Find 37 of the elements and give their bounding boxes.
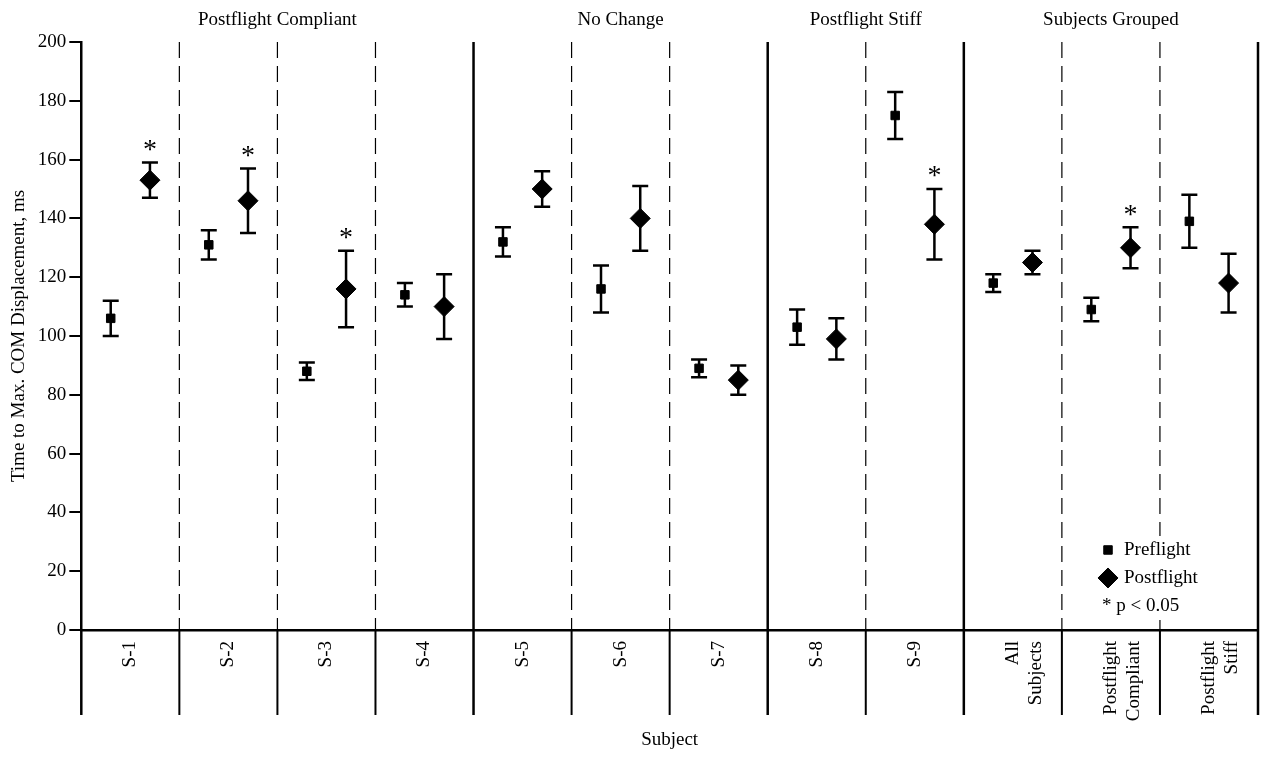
x-tick-label: Postflight Compliant bbox=[1098, 640, 1143, 722]
y-tick-label: 180 bbox=[37, 88, 67, 110]
x-tick-label: S-4 bbox=[412, 640, 434, 668]
x-tick-label: S-7 bbox=[706, 640, 728, 668]
data-label: * bbox=[241, 138, 255, 170]
x-tick-label: S-1 bbox=[118, 640, 140, 668]
y-tick-label: 80 bbox=[47, 382, 67, 404]
annotation: * p < 0.05 bbox=[1102, 593, 1180, 615]
text: No Change bbox=[577, 8, 664, 30]
legend-label: Postflight bbox=[1124, 565, 1199, 587]
y-tick-label: 160 bbox=[37, 147, 67, 169]
x-tick-label: S-9 bbox=[902, 640, 924, 668]
x-tick-label: S-5 bbox=[510, 640, 532, 668]
x-tick-label: All Subjects bbox=[1000, 640, 1045, 706]
x-tick-label: S-6 bbox=[608, 640, 630, 668]
x-tick-label: S-8 bbox=[804, 640, 826, 668]
data-label: * bbox=[927, 159, 942, 191]
y-tick-label: 60 bbox=[47, 441, 67, 463]
data-label: * bbox=[142, 132, 157, 164]
y-tick-label: 100 bbox=[37, 323, 67, 345]
data-label: * bbox=[339, 221, 354, 253]
x-tick-label: S-2 bbox=[216, 640, 238, 668]
y-tick-label: 20 bbox=[47, 559, 67, 581]
text: Postflight Compliant bbox=[197, 8, 358, 30]
x-tick-label: S-3 bbox=[314, 640, 336, 668]
text: Postflight Stiff bbox=[809, 8, 923, 30]
text: Subjects Grouped bbox=[1043, 8, 1180, 30]
x-axis-title: Subject bbox=[641, 727, 699, 749]
x-tick-label: Postflight Stiff bbox=[1196, 640, 1241, 715]
y-tick-label: 200 bbox=[37, 29, 67, 51]
legend-label: Preflight bbox=[1124, 537, 1192, 559]
y-axis-title: Time to Max. COM Displacement, ms bbox=[7, 189, 29, 483]
y-tick-label: 140 bbox=[37, 206, 67, 228]
y-tick-label: 40 bbox=[47, 500, 67, 522]
y-tick-label: 0 bbox=[56, 617, 67, 639]
y-tick-label: 120 bbox=[37, 265, 67, 287]
data-label: * bbox=[1123, 197, 1138, 229]
